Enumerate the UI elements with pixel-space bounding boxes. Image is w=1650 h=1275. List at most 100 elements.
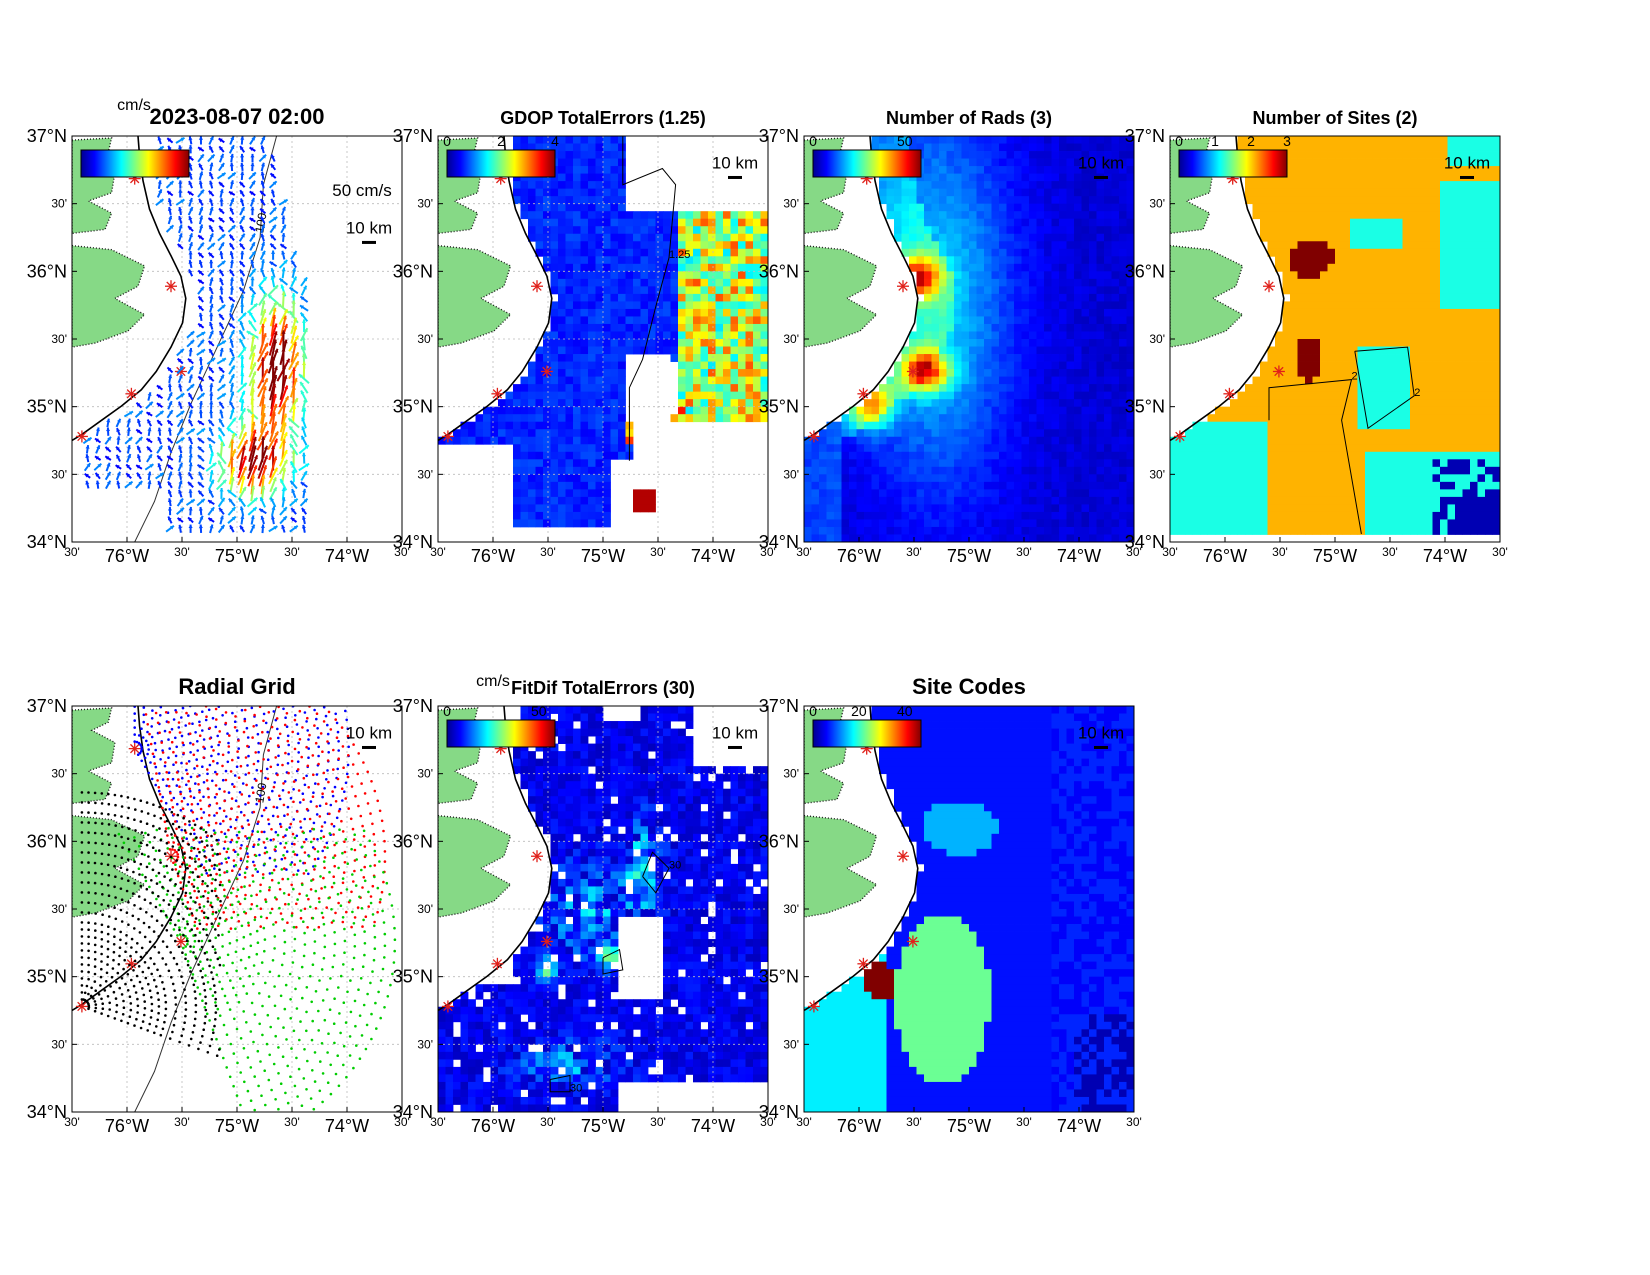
velocity-vector — [300, 276, 308, 287]
velocity-vector — [105, 480, 112, 490]
heatmap-cell — [1342, 158, 1351, 167]
contour-line — [622, 136, 677, 461]
heatmap-cell — [618, 211, 626, 220]
heatmap-cell — [708, 331, 716, 340]
heatmap-cell — [550, 256, 559, 265]
velocity-vector — [197, 322, 205, 329]
velocity-vector — [229, 338, 234, 348]
scale-bar: 10 km — [1078, 153, 1124, 179]
heatmap-cell — [610, 346, 619, 355]
heatmap-cell — [1380, 399, 1388, 408]
heatmap-cell — [1215, 481, 1223, 490]
heatmap-cell — [1081, 226, 1090, 235]
heatmap-cell — [961, 331, 970, 340]
heatmap-cell — [580, 376, 589, 385]
heatmap-cell — [1320, 203, 1328, 212]
heatmap-cell — [1066, 181, 1075, 190]
heatmap-cell — [984, 218, 992, 227]
velocity-vector — [198, 171, 204, 181]
heatmap-cell — [565, 444, 574, 453]
velocity-vector — [178, 224, 183, 234]
heatmap-cell — [1320, 293, 1328, 302]
heatmap-cell — [961, 421, 970, 430]
heatmap-cell — [976, 519, 985, 528]
heatmap-cell — [961, 278, 970, 287]
heatmap-cell — [1074, 143, 1082, 152]
heatmap-cell — [1327, 233, 1336, 242]
heatmap-cell — [1044, 286, 1052, 295]
heatmap-cell — [1126, 346, 1134, 355]
heatmap-cell — [1185, 519, 1193, 528]
heatmap-cell — [894, 391, 902, 400]
velocity-vector — [145, 437, 153, 444]
velocity-vector — [157, 463, 162, 471]
heatmap-cell — [864, 421, 872, 430]
heatmap-cell — [663, 248, 671, 257]
heatmap-cell — [1044, 218, 1052, 227]
heatmap-cell — [991, 323, 1000, 332]
heatmap-cell — [1252, 399, 1261, 408]
heatmap-cell — [1014, 451, 1022, 460]
heatmap-cell — [738, 391, 746, 400]
heatmap-cell — [595, 421, 604, 430]
heatmap-cell — [946, 496, 955, 505]
heatmap-cell — [1245, 181, 1253, 190]
heatmap-cell — [723, 414, 731, 423]
heatmap-cell — [1260, 466, 1268, 475]
heatmap-cell — [1066, 196, 1075, 205]
heatmap-cell — [655, 233, 664, 242]
heatmap-cell — [916, 429, 925, 438]
heatmap-cell — [1350, 504, 1358, 513]
heatmap-cell — [804, 511, 812, 520]
heatmap-cell — [1312, 346, 1321, 355]
heatmap-cell — [984, 203, 992, 212]
heatmap-cell — [871, 526, 880, 535]
heatmap-cell — [1260, 399, 1268, 408]
heatmap-cell — [528, 143, 536, 152]
heatmap-cell — [804, 436, 812, 445]
velocity-vector — [260, 268, 266, 278]
heatmap-cell — [1036, 143, 1045, 152]
heatmap-cell — [1237, 429, 1246, 438]
heatmap-cell — [1297, 496, 1306, 505]
heatmap-cell — [841, 511, 850, 520]
heatmap-cell — [528, 481, 536, 490]
heatmap-cell — [879, 421, 887, 430]
heatmap-cell — [1237, 444, 1246, 453]
velocity-vector — [279, 413, 288, 433]
velocity-vector — [217, 497, 226, 508]
heatmap-cell — [618, 406, 626, 415]
heatmap-cell — [1059, 136, 1067, 144]
heatmap-cell — [505, 399, 514, 408]
heatmap-cell — [1327, 519, 1336, 528]
heatmap-cell — [946, 511, 955, 520]
heatmap-cell — [1096, 196, 1105, 205]
heatmap-cell — [946, 136, 955, 144]
heatmap-cell — [1320, 181, 1328, 190]
heatmap-cell — [1282, 489, 1291, 498]
heatmap-cell — [909, 511, 917, 520]
heatmap-cell — [1312, 519, 1321, 528]
heatmap-cell — [991, 406, 1000, 415]
heatmap-cell — [618, 436, 626, 445]
velocity-vector — [260, 404, 266, 424]
velocity-vectors — [82, 136, 310, 534]
heatmap-cell — [924, 399, 932, 408]
heatmap-cell — [1051, 173, 1060, 182]
heatmap-cell — [1207, 481, 1216, 490]
heatmap-cell — [1014, 301, 1022, 310]
heatmap-cell — [1260, 504, 1268, 513]
heatmap-cell — [1320, 436, 1328, 445]
heatmap-cell — [543, 188, 551, 197]
heatmap-cell — [1282, 226, 1291, 235]
velocity-vector — [299, 295, 309, 303]
heatmap-cell — [984, 504, 992, 513]
heatmap-cell — [1126, 496, 1134, 505]
heatmap-cell — [1044, 414, 1052, 423]
velocity-vector — [85, 454, 90, 463]
heatmap-cell — [730, 354, 739, 362]
heatmap-cell — [595, 316, 604, 325]
x-tick-label: 30' — [650, 545, 666, 559]
heatmap-cell — [1305, 451, 1313, 460]
heatmap-cell — [1380, 136, 1388, 144]
